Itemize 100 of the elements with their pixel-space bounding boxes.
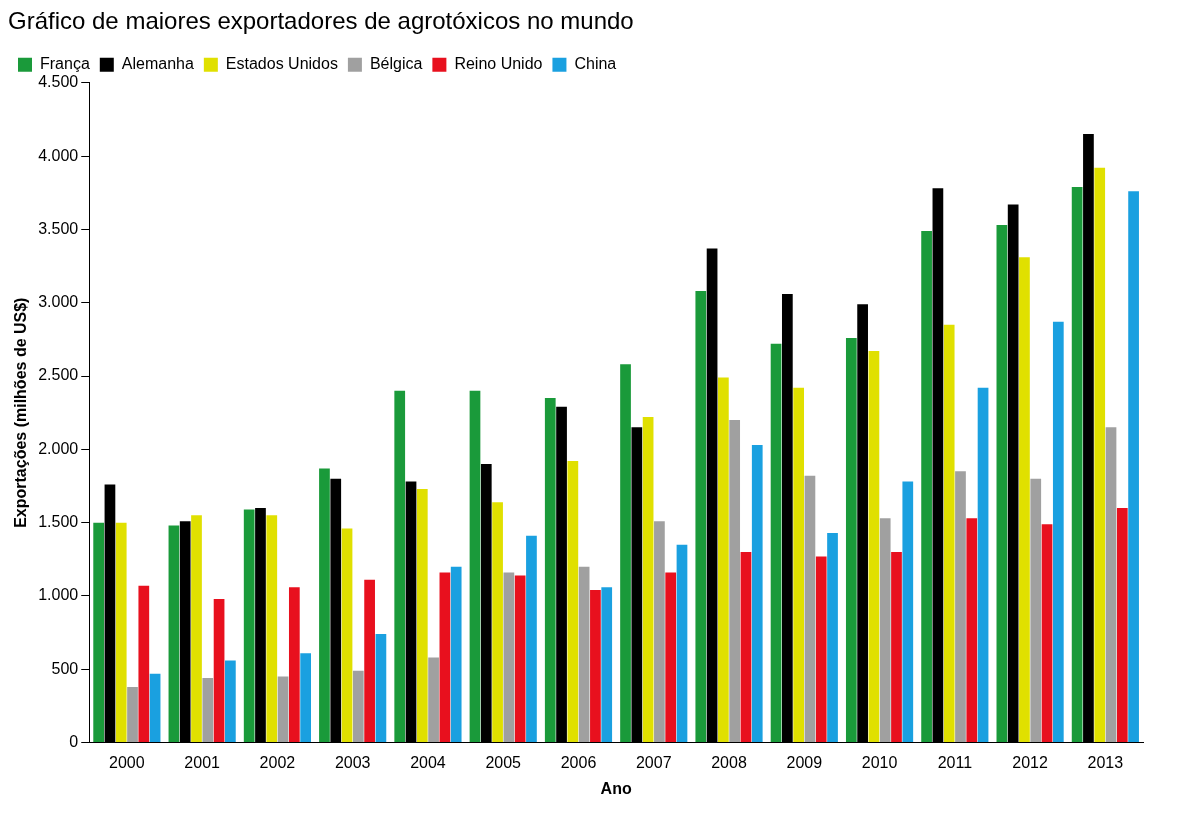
bar bbox=[827, 532, 838, 743]
bar bbox=[804, 475, 816, 743]
bar bbox=[243, 509, 255, 743]
bar bbox=[921, 230, 932, 743]
bar bbox=[793, 387, 805, 743]
bar bbox=[955, 471, 966, 743]
bar bbox=[544, 398, 556, 743]
bar bbox=[845, 337, 857, 743]
bar bbox=[740, 551, 752, 743]
bar bbox=[266, 515, 278, 743]
y-tick-label: 3.000 bbox=[38, 293, 79, 311]
bar bbox=[277, 676, 289, 743]
bar bbox=[1041, 524, 1053, 743]
y-tick-label: 0 bbox=[69, 733, 79, 751]
x-tick-label: 2010 bbox=[861, 753, 898, 771]
x-tick-label: 2002 bbox=[259, 753, 296, 771]
legend-label: China bbox=[574, 55, 617, 73]
bar bbox=[93, 522, 105, 743]
y-tick-label: 500 bbox=[51, 659, 79, 677]
bar bbox=[469, 390, 481, 743]
x-tick-label: 2001 bbox=[184, 753, 221, 771]
bar bbox=[1094, 167, 1106, 743]
legend-label: França bbox=[40, 55, 90, 73]
x-tick-label: 2004 bbox=[410, 753, 446, 771]
y-axis-title: Exportações (milhões de US$) bbox=[12, 297, 30, 528]
bar bbox=[642, 417, 654, 743]
x-tick-label: 2007 bbox=[635, 753, 672, 771]
legend-label: Estados Unidos bbox=[225, 55, 338, 73]
bar bbox=[879, 518, 891, 743]
legend-label: Alemanha bbox=[121, 55, 194, 73]
bar bbox=[168, 525, 180, 743]
x-tick-label: 2012 bbox=[1012, 753, 1048, 771]
bar bbox=[375, 634, 387, 743]
bar bbox=[1128, 191, 1139, 743]
y-tick-label: 3.500 bbox=[38, 219, 79, 237]
bar bbox=[364, 579, 375, 743]
legend-label: Reino Unido bbox=[454, 55, 543, 73]
bar bbox=[225, 660, 236, 743]
x-axis-title: Ano bbox=[600, 779, 632, 797]
bar bbox=[138, 585, 150, 743]
bar bbox=[770, 343, 782, 743]
x-tick-label: 2009 bbox=[786, 753, 823, 771]
bar bbox=[1071, 186, 1083, 743]
y-tick-label: 1.000 bbox=[38, 586, 79, 604]
bar bbox=[868, 351, 880, 743]
bar bbox=[601, 587, 613, 743]
bar bbox=[729, 420, 741, 743]
y-tick-label: 4.500 bbox=[38, 73, 79, 91]
bar bbox=[439, 572, 451, 743]
bar bbox=[815, 556, 827, 743]
bar bbox=[352, 670, 364, 743]
bar bbox=[1116, 508, 1128, 743]
bar bbox=[514, 575, 526, 743]
x-tick-label: 2005 bbox=[485, 753, 522, 771]
bar bbox=[751, 444, 763, 743]
bar bbox=[996, 225, 1008, 743]
bar bbox=[1105, 427, 1117, 743]
bar bbox=[943, 324, 955, 743]
bar bbox=[149, 673, 161, 743]
bar bbox=[567, 461, 579, 743]
y-tick-label: 4.000 bbox=[38, 146, 79, 164]
x-tick-label: 2006 bbox=[560, 753, 597, 771]
bar bbox=[902, 481, 914, 743]
bar bbox=[428, 657, 439, 743]
bar bbox=[1030, 478, 1042, 743]
x-tick-label: 2000 bbox=[109, 753, 145, 771]
bar bbox=[394, 390, 406, 743]
bar bbox=[202, 678, 214, 743]
bar bbox=[115, 522, 127, 743]
bar bbox=[300, 653, 311, 743]
bar bbox=[288, 587, 300, 743]
bar bbox=[578, 566, 590, 743]
x-tick-label: 2013 bbox=[1087, 753, 1124, 771]
bar bbox=[191, 515, 202, 743]
bar bbox=[891, 551, 902, 743]
bar bbox=[654, 521, 665, 743]
chart-title: Gráfico de maiores exportadores de agrotóxicos no mundo bbox=[8, 7, 634, 35]
bar bbox=[416, 488, 428, 743]
bar bbox=[127, 686, 138, 743]
bar bbox=[718, 377, 729, 743]
bar bbox=[213, 598, 225, 743]
bar bbox=[665, 572, 677, 743]
legend-label: Bélgica bbox=[369, 55, 423, 73]
x-tick-label: 2003 bbox=[334, 753, 371, 771]
x-tick-label: 2011 bbox=[937, 753, 973, 771]
bar bbox=[590, 590, 601, 743]
bar bbox=[977, 387, 989, 743]
bar bbox=[1019, 257, 1030, 743]
bar bbox=[319, 468, 330, 743]
bar bbox=[503, 572, 515, 743]
bar bbox=[450, 566, 462, 743]
bar bbox=[676, 544, 688, 743]
bar bbox=[341, 528, 353, 743]
bar bbox=[695, 291, 707, 743]
y-tick-label: 2.500 bbox=[38, 366, 79, 384]
y-tick-label: 1.500 bbox=[38, 513, 79, 531]
x-tick-label: 2008 bbox=[711, 753, 747, 771]
bar bbox=[966, 518, 978, 743]
bar bbox=[1052, 321, 1064, 743]
bar bbox=[620, 364, 631, 743]
